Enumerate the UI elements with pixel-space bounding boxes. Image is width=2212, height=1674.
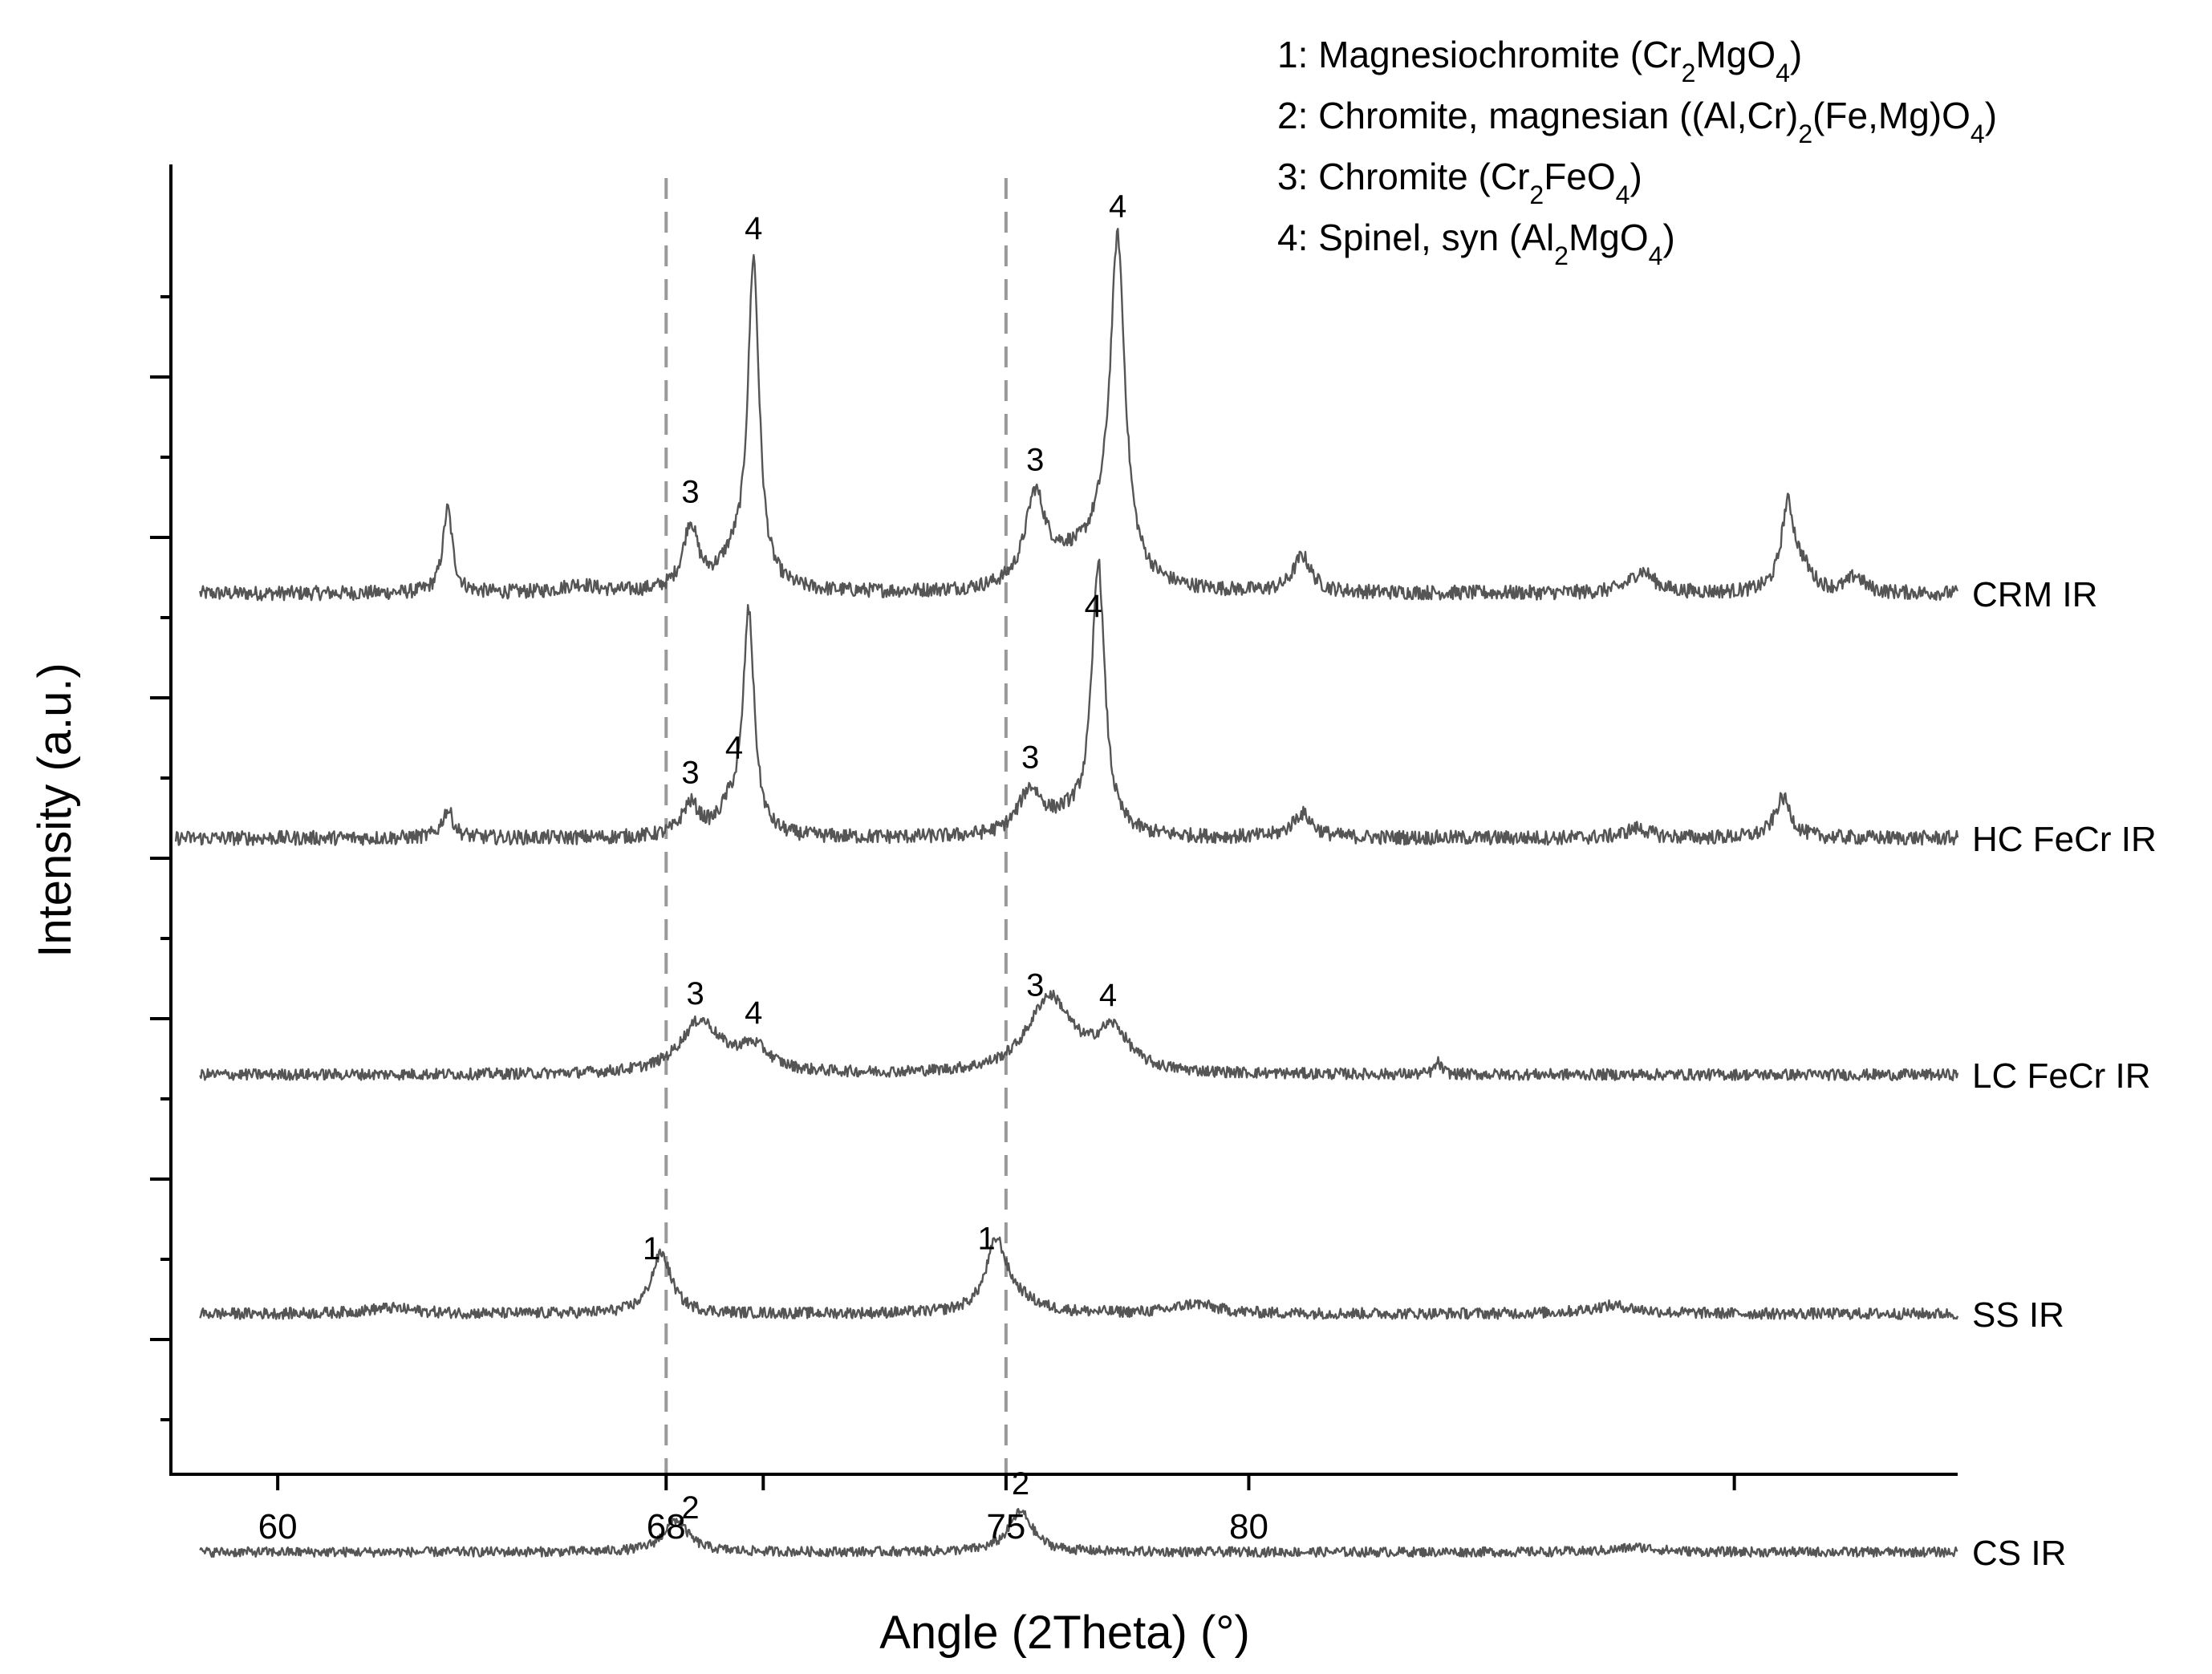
peak-label-lc-fecr-ir-0: 3 [686,976,704,1011]
series-label-cs-ir: CS IR [1972,1534,2066,1573]
legend-entry-1: 1: Magnesiochromite (Cr2MgO4) [1277,34,1802,87]
series-line-lc-fecr-ir [199,989,1959,1081]
legend-entry-4: 4: Spinel, syn (Al2MgO4) [1277,217,1675,270]
axes [169,164,1958,1476]
peak-label-cs-ir-1: 2 [1012,1466,1029,1502]
peak-label-hc-fecr-ir-1: 4 [725,730,743,765]
peak-label-crm-ir-2: 3 [1026,443,1044,478]
peak-label-hc-fecr-ir-0: 3 [681,755,699,790]
legend-entry-3: 3: Chromite (Cr2FeO4) [1277,156,1642,209]
series-label-ss-ir: SS IR [1972,1295,2064,1335]
x-tick-label-80: 80 [1229,1507,1268,1546]
series-label-hc-fecr-ir: HC FeCr IR [1972,820,2157,859]
peak-label-crm-ir-1: 4 [745,211,762,246]
peak-label-ss-ir-1: 1 [978,1222,996,1257]
series-line-ss-ir [199,1236,1959,1320]
y-ticks [150,295,171,1421]
x-ticks: 60 68 75 80 [258,1474,1736,1546]
x-axis-title: Angle (2Theta) (°) [879,1607,1250,1659]
legend-entry-2: 2: Chromite, magnesian ((Al,Cr)2(Fe,Mg)O… [1277,95,1997,148]
peak-label-ss-ir-0: 1 [643,1231,660,1267]
series-label-lc-fecr-ir: LC FeCr IR [1972,1056,2150,1096]
series-line-crm-ir [199,228,1959,602]
y-axis-title: Intensity (a.u.) [29,663,81,957]
x-tick-label-60: 60 [258,1507,298,1546]
series-group [174,228,1959,1558]
x-tick-label-75: 75 [986,1507,1025,1546]
legend: 1: Magnesiochromite (Cr2MgO4) 2: Chromite… [1277,34,1997,270]
peak-label-hc-fecr-ir-3: 4 [1085,589,1102,624]
series-label-crm-ir: CRM IR [1972,575,2097,614]
peak-label-crm-ir-0: 3 [681,475,699,510]
peak-label-lc-fecr-ir-1: 4 [745,995,762,1031]
peak-label-hc-fecr-ir-2: 3 [1021,740,1039,776]
series-line-hc-fecr-ir [174,558,1959,846]
series-labels: CRM IR HC FeCr IR LC FeCr IR SS IR CS IR [1972,575,2157,1573]
reference-lines [664,178,1008,1474]
peak-label-lc-fecr-ir-3: 4 [1099,978,1117,1013]
series-line-cs-ir [199,1508,1958,1558]
peak-label-cs-ir-0: 2 [681,1490,699,1526]
peak-label-crm-ir-3: 4 [1109,188,1126,224]
peak-label-lc-fecr-ir-2: 3 [1026,967,1044,1003]
x-tick-label-68: 68 [647,1507,686,1546]
